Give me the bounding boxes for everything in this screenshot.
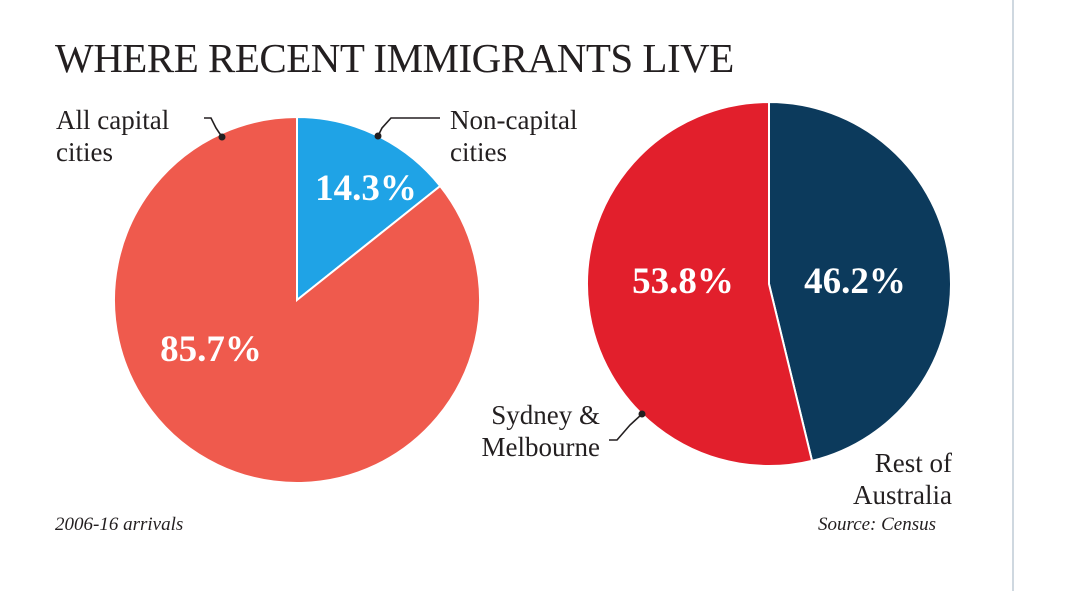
pie1-slice-1	[113, 115, 481, 484]
leader-non-capital-dot	[374, 132, 382, 140]
pie-capital-vs-noncapital: 14.3% 85.7%	[113, 115, 481, 484]
pie2-slice-1	[586, 100, 814, 467]
label-sydney-melbourne: Sydney & Melbourne	[481, 400, 600, 462]
pie2-slice-0	[768, 100, 952, 463]
page-edge-divider	[1012, 0, 1014, 591]
pie1-value-label-1: 85.7%	[160, 329, 262, 370]
leader-sydney-melbourne-dot	[638, 410, 646, 418]
pie2-value-label-0: 46.2%	[804, 261, 906, 302]
pie-charts: 14.3% 85.7% 46.2% 53.8%	[113, 100, 952, 484]
chart-title: WHERE RECENT IMMIGRANTS LIVE	[55, 35, 734, 81]
pie2-value-label-1: 53.8%	[632, 261, 734, 302]
leader-sydney-melbourne-line	[609, 413, 643, 441]
label-all-capital-cities: All capital cities	[56, 105, 170, 167]
pie1-value-label-0: 14.3%	[315, 168, 417, 209]
leader-all-capital-dot	[218, 133, 226, 141]
footnote-arrivals: 2006-16 arrivals	[55, 514, 184, 535]
footnote-source: Source: Census	[818, 514, 937, 535]
label-rest-of-australia: Rest of Australia	[853, 448, 952, 510]
leader-lines	[204, 117, 646, 441]
infographic-frame: WHERE RECENT IMMIGRANTS LIVE All capital…	[55, 35, 952, 535]
pie-sydney-melbourne-vs-rest: 46.2% 53.8%	[586, 100, 952, 467]
label-non-capital-cities: Non-capital cities	[450, 105, 578, 167]
leader-non-capital-line	[377, 117, 440, 137]
leader-all-capital-line	[204, 117, 223, 138]
